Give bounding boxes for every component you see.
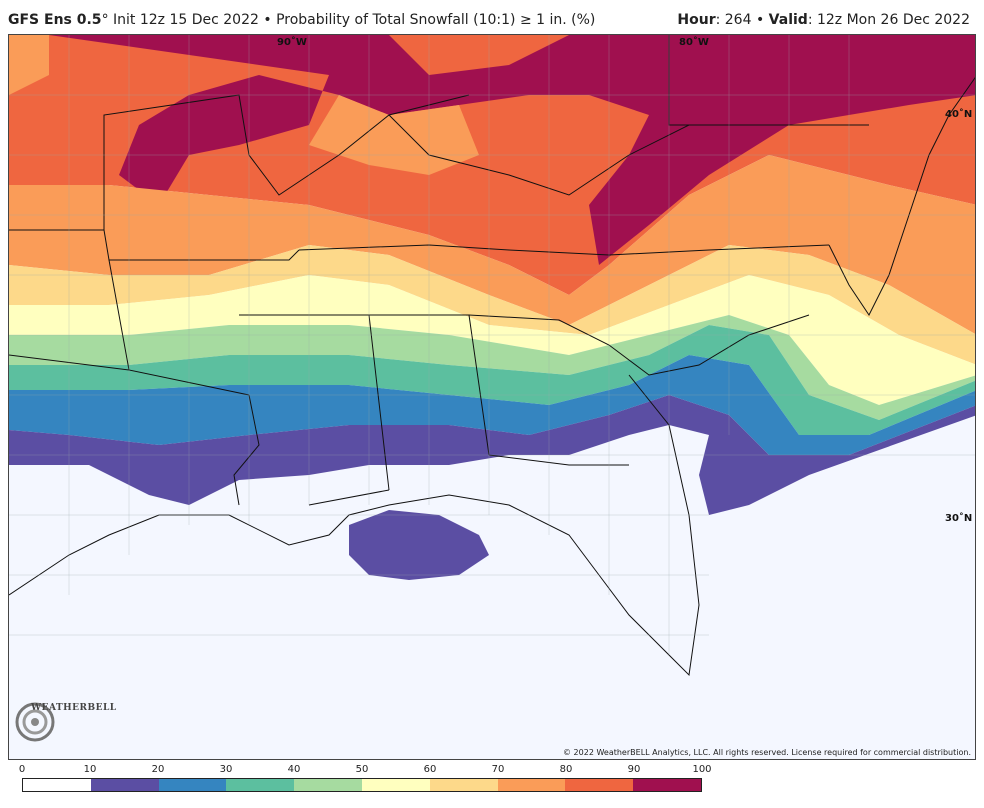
product-name: Probability of Total Snowfall (10:1) ≥ 1… — [276, 12, 596, 28]
lat-label-40n: 40˚N — [945, 109, 973, 120]
legend-swatch — [158, 779, 227, 791]
header-time: Hour: 264 • Valid: 12z Mon 26 Dec 2022 — [677, 12, 970, 28]
legend-tick-label: 10 — [83, 764, 97, 775]
logo-text: WEATHERBELL — [31, 703, 117, 713]
lon-label-80w: 80˚W — [679, 37, 709, 48]
map-header: GFS Ens 0.5° Init 12z 15 Dec 2022 • Prob… — [0, 0, 984, 34]
legend-swatch — [565, 779, 634, 791]
swirl-icon — [15, 702, 55, 742]
legend-tick-label: 30 — [219, 764, 233, 775]
separator-bullet-2: • — [755, 12, 765, 28]
legend-swatch — [497, 779, 566, 791]
hour-value: : 264 — [715, 12, 752, 28]
lon-label-90w: 90˚W — [277, 37, 307, 48]
lat-label-30n: 30˚N — [945, 513, 973, 524]
valid-value: : 12z Mon 26 Dec 2022 — [807, 12, 970, 28]
color-legend: 0 10 20 30 40 50 60 70 80 90 100 — [18, 764, 712, 800]
hour-label: Hour — [677, 12, 716, 28]
legend-ticks: 0 10 20 30 40 50 60 70 80 90 100 — [18, 764, 712, 778]
legend-tick-label: 80 — [559, 764, 573, 775]
legend-swatch — [23, 779, 91, 791]
legend-tick-label: 50 — [355, 764, 369, 775]
header-title: GFS Ens 0.5° Init 12z 15 Dec 2022 • Prob… — [8, 12, 595, 28]
legend-tick-label: 0 — [18, 764, 26, 775]
separator-bullet: • — [263, 12, 272, 28]
forecast-map: 90˚W 80˚W 40˚N 30˚N WEATHERBELL © 2022 W… — [8, 34, 976, 760]
degree-symbol: ° — [101, 12, 109, 28]
legend-bar — [22, 778, 702, 792]
legend-tick-label: 90 — [627, 764, 641, 775]
weatherbell-logo: WEATHERBELL — [13, 697, 116, 747]
model-name: GFS Ens 0.5 — [8, 12, 102, 28]
legend-swatch — [633, 779, 701, 791]
legend-tick-label: 60 — [423, 764, 437, 775]
legend-tick-label: 100 — [692, 764, 712, 775]
legend-swatch — [429, 779, 498, 791]
snow-probability-field — [9, 35, 975, 759]
legend-tick-label: 20 — [151, 764, 165, 775]
legend-swatch — [361, 779, 430, 791]
legend-tick-label: 40 — [287, 764, 301, 775]
init-time: Init 12z 15 Dec 2022 — [113, 12, 259, 28]
legend-swatch — [226, 779, 295, 791]
legend-tick-label: 70 — [491, 764, 505, 775]
legend-swatch — [90, 779, 159, 791]
copyright-notice: © 2022 WeatherBELL Analytics, LLC. All r… — [563, 748, 971, 757]
valid-label: Valid — [768, 12, 808, 28]
legend-swatch — [294, 779, 362, 791]
